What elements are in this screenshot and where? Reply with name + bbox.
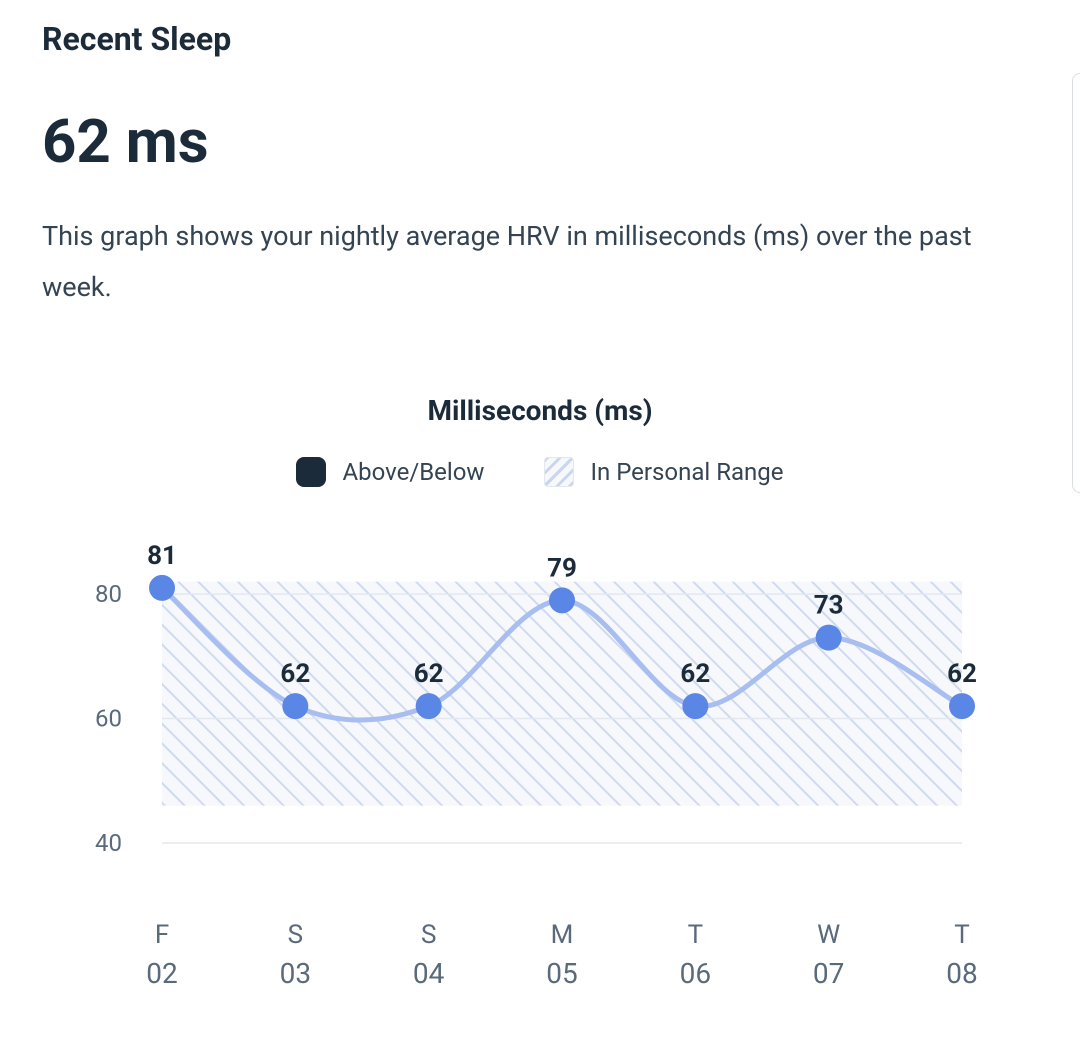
svg-text:62: 62 — [414, 659, 444, 689]
svg-text:08: 08 — [946, 957, 977, 990]
legend-swatch-hatch — [544, 457, 574, 487]
data-point — [682, 693, 708, 719]
svg-text:W: W — [817, 920, 840, 950]
legend-in-range: In Personal Range — [544, 457, 783, 487]
legend-label-above-below: Above/Below — [342, 458, 484, 486]
description-text: This graph shows your nightly average HR… — [42, 211, 1038, 314]
svg-text:62: 62 — [280, 659, 310, 689]
headline-value: 62 ms — [42, 106, 1038, 177]
svg-text:T: T — [688, 920, 704, 950]
legend-above-below: Above/Below — [296, 457, 484, 487]
svg-text:03: 03 — [280, 957, 311, 990]
legend-label-in-range: In Personal Range — [590, 458, 783, 486]
legend-swatch-solid — [296, 457, 326, 487]
svg-text:05: 05 — [546, 957, 577, 990]
hrv-line-chart: 40 60 80 81 62 62 79 62 73 62 F 02 S 03 S 04 M 05 T 06 W 07 T 0… — [42, 523, 1038, 1043]
svg-text:S: S — [421, 920, 436, 950]
data-point — [949, 693, 975, 719]
chart-title: Milliseconds (ms) — [42, 394, 1038, 427]
svg-text:02: 02 — [146, 957, 177, 990]
svg-text:62: 62 — [947, 659, 977, 689]
svg-text:60: 60 — [95, 704, 122, 732]
svg-text:T: T — [954, 920, 970, 950]
svg-text:S: S — [288, 920, 303, 950]
data-point — [816, 624, 842, 650]
svg-text:06: 06 — [680, 957, 711, 990]
svg-text:81: 81 — [147, 540, 177, 570]
svg-text:F: F — [155, 920, 169, 950]
svg-text:73: 73 — [814, 590, 844, 620]
svg-text:80: 80 — [95, 580, 122, 608]
svg-text:04: 04 — [413, 957, 445, 990]
right-edge-decor — [1072, 73, 1080, 493]
data-point — [549, 587, 575, 613]
svg-text:07: 07 — [813, 957, 844, 990]
svg-text:40: 40 — [95, 829, 122, 857]
chart-area: 40 60 80 81 62 62 79 62 73 62 F 02 S 03 S 04 M 05 T 06 W 07 T 0… — [42, 523, 1038, 1043]
data-point — [149, 574, 175, 600]
section-title: Recent Sleep — [42, 20, 1038, 58]
page-container: Recent Sleep 62 ms This graph shows your… — [0, 0, 1080, 1043]
data-point — [416, 693, 442, 719]
data-point — [282, 693, 308, 719]
svg-text:M: M — [551, 920, 574, 950]
svg-text:79: 79 — [547, 553, 577, 583]
svg-text:62: 62 — [680, 659, 710, 689]
legend: Above/Below In Personal Range — [42, 457, 1038, 487]
